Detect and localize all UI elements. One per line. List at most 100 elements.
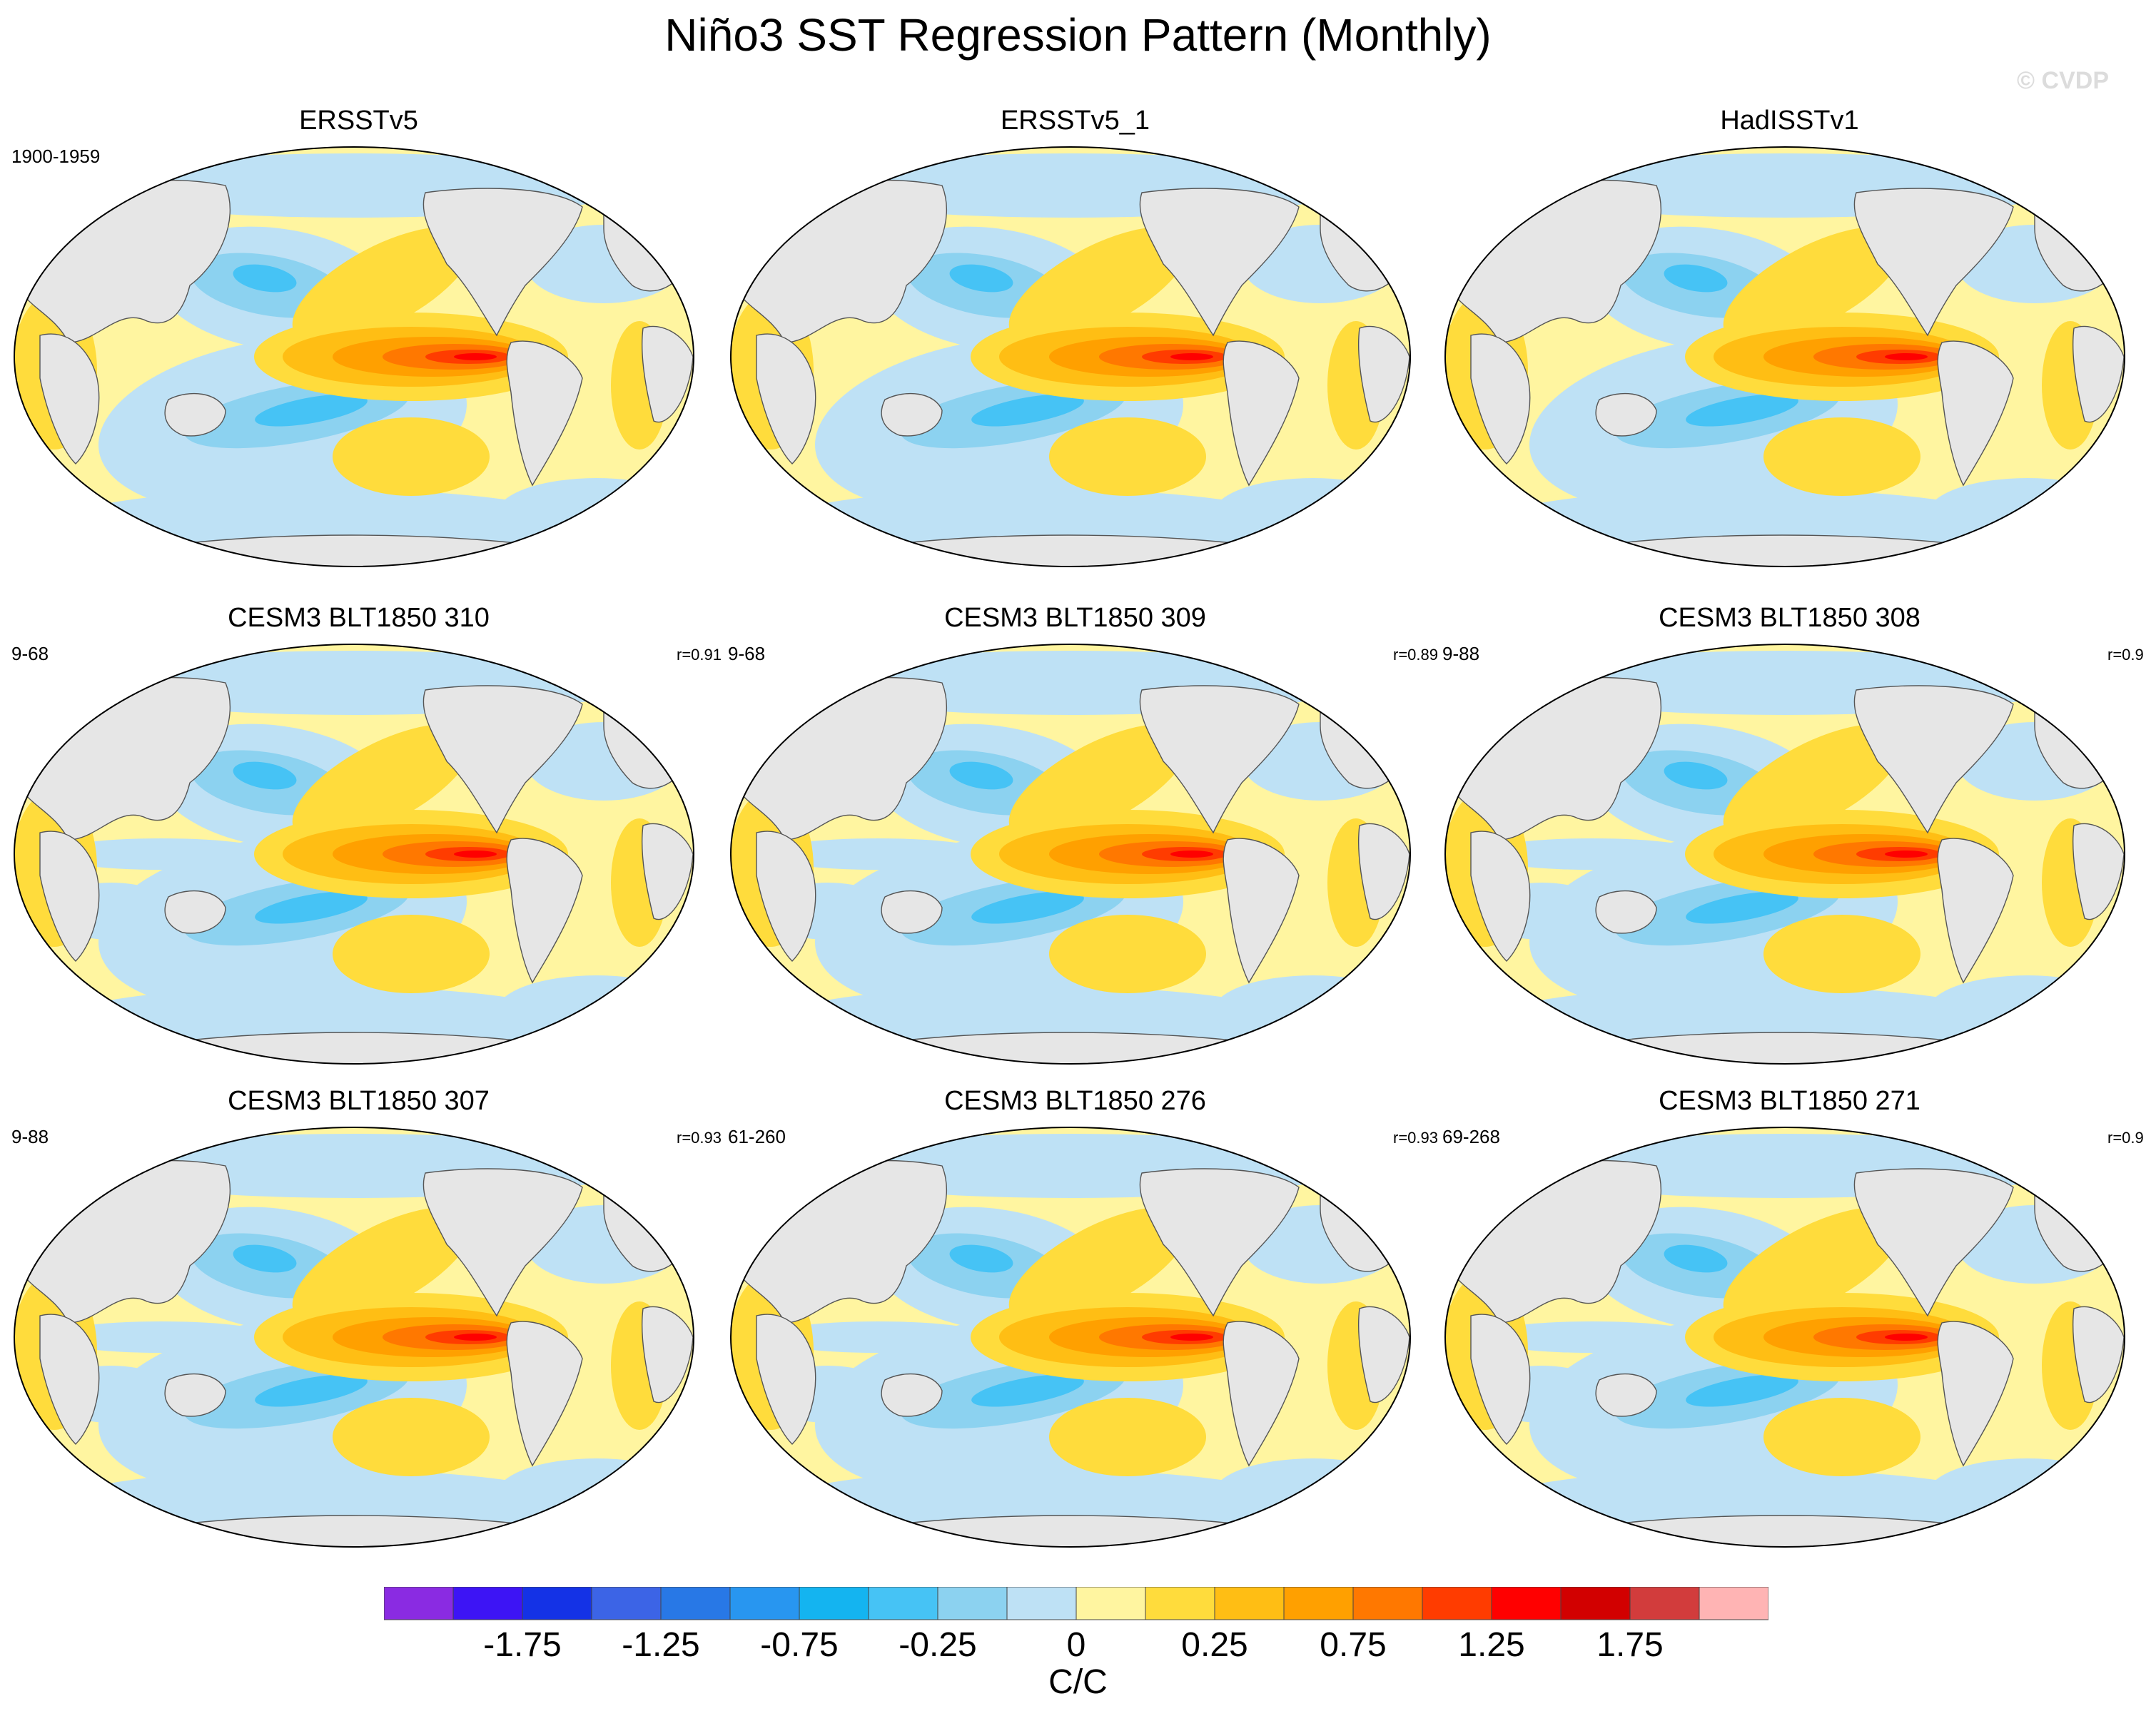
map-outline bbox=[14, 644, 694, 1065]
map-outline bbox=[1444, 1127, 2125, 1548]
land-east-africa bbox=[1357, 325, 1410, 423]
map-panel: HadISSTv1 bbox=[1431, 100, 2148, 585]
south-atlantic-negative bbox=[1213, 1458, 1410, 1530]
south-atlantic-negative bbox=[1928, 975, 2125, 1047]
colorbar-swatch bbox=[1352, 1587, 1423, 1620]
north-pacific-inner bbox=[949, 264, 1013, 293]
map-outline bbox=[14, 146, 694, 567]
land-australia bbox=[881, 890, 943, 934]
land-south-america bbox=[1223, 1321, 1300, 1467]
land-south-america bbox=[1937, 340, 2014, 487]
period-label: 9-68 bbox=[11, 643, 49, 664]
map-outline bbox=[730, 644, 1411, 1065]
panel-title: ERSSTv5_1 bbox=[1000, 106, 1150, 136]
north-arm bbox=[1723, 1207, 1904, 1324]
south-atlantic-negative bbox=[1213, 975, 1410, 1047]
colorbar-swatch bbox=[1422, 1587, 1492, 1620]
colorbar-swatch bbox=[1214, 1587, 1285, 1620]
period-label: 9-68 bbox=[728, 643, 766, 664]
colorbar bbox=[384, 1587, 1768, 1620]
land-south-america bbox=[506, 1321, 583, 1467]
sst-field bbox=[731, 147, 1410, 567]
land-africa bbox=[1470, 1314, 1531, 1445]
world-map bbox=[1444, 644, 2125, 1065]
north-pacific-inner bbox=[1664, 1244, 1728, 1273]
indian-ocean-band bbox=[47, 838, 275, 870]
world-map bbox=[1444, 1127, 2125, 1548]
north-arm bbox=[292, 724, 473, 841]
panel-title: CESM3 BLT1850 310 bbox=[228, 603, 490, 633]
colorbar-swatch bbox=[1006, 1587, 1077, 1620]
land-australia bbox=[881, 392, 943, 437]
land-antarctica bbox=[103, 1032, 604, 1064]
world-map bbox=[14, 146, 694, 567]
map-panel: CESM3 BLT1850 307 9-88 r=0.93 bbox=[0, 1080, 722, 1565]
land-africa bbox=[39, 333, 100, 464]
south-pacific-inner bbox=[255, 891, 368, 924]
map-outline bbox=[1444, 146, 2125, 567]
land-north-america bbox=[1139, 685, 1300, 834]
south-warm-patch bbox=[1049, 417, 1206, 496]
north-pacific-inner bbox=[1664, 264, 1728, 293]
nino-core bbox=[454, 353, 497, 360]
panel-title: CESM3 BLT1850 271 bbox=[1659, 1086, 1920, 1116]
colorbar-swatch bbox=[591, 1587, 662, 1620]
north-pacific-inner bbox=[233, 264, 297, 293]
indian-ocean-band bbox=[764, 1321, 992, 1353]
land-australia bbox=[164, 1373, 226, 1417]
land-antarctica bbox=[103, 534, 604, 567]
land-africa bbox=[1470, 831, 1531, 962]
south-atlantic-negative bbox=[1928, 1458, 2125, 1530]
colorbar-tick-label: 0 bbox=[1066, 1626, 1086, 1664]
land-africa bbox=[1470, 333, 1531, 464]
world-map bbox=[14, 1127, 694, 1548]
sst-field bbox=[14, 1127, 694, 1547]
land-north-america bbox=[422, 685, 583, 834]
colorbar-swatch bbox=[522, 1587, 592, 1620]
map-panel: ERSSTv5 1900-1959 bbox=[0, 100, 717, 585]
north-pacific-inner bbox=[233, 761, 297, 790]
pattern-correlation: r=0.93 bbox=[677, 1129, 722, 1147]
map-panel: CESM3 BLT1850 309 9-68 r=0.89 bbox=[717, 597, 1438, 1082]
nino-core bbox=[1885, 1334, 1928, 1341]
map-outline bbox=[1444, 644, 2125, 1065]
colorbar-swatch bbox=[1560, 1587, 1631, 1620]
panel-title: CESM3 BLT1850 307 bbox=[228, 1086, 490, 1116]
land-east-africa bbox=[1357, 1306, 1410, 1403]
land-africa bbox=[39, 1314, 100, 1445]
colorbar-swatch bbox=[384, 1587, 454, 1620]
colorbar-tick-label: 1.75 bbox=[1596, 1626, 1664, 1664]
south-pacific-inner bbox=[255, 1374, 368, 1407]
south-atlantic-negative bbox=[497, 478, 694, 549]
land-south-america bbox=[1223, 838, 1300, 984]
land-australia bbox=[1595, 890, 1657, 934]
south-pacific-inner bbox=[971, 891, 1084, 924]
world-map bbox=[1444, 146, 2125, 567]
world-map bbox=[730, 1127, 1411, 1548]
land-antarctica bbox=[103, 1515, 604, 1547]
period-label: 9-88 bbox=[1442, 643, 1480, 664]
map-panel: CESM3 BLT1850 271 69-268 r=0.9 bbox=[1431, 1080, 2148, 1565]
panel-title: HadISSTv1 bbox=[1720, 106, 1859, 136]
south-warm-patch bbox=[333, 417, 490, 496]
land-antarctica bbox=[820, 1515, 1321, 1547]
land-antarctica bbox=[820, 534, 1321, 567]
land-australia bbox=[1595, 1373, 1657, 1417]
land-east-africa bbox=[641, 1306, 694, 1403]
land-south-america bbox=[506, 340, 583, 487]
land-australia bbox=[164, 890, 226, 934]
panel-title: CESM3 BLT1850 308 bbox=[1659, 603, 1920, 633]
land-antarctica bbox=[1534, 1515, 2035, 1547]
land-australia bbox=[1595, 392, 1657, 437]
pattern-correlation: r=0.91 bbox=[677, 646, 722, 664]
map-panel: CESM3 BLT1850 276 61-260 r=0.93 bbox=[717, 1080, 1438, 1565]
watermark: © CVDP bbox=[2017, 67, 2109, 94]
indian-ocean-band bbox=[1478, 1321, 1706, 1353]
south-pacific-inner bbox=[971, 1374, 1084, 1407]
north-pacific-inner bbox=[949, 1244, 1013, 1273]
pattern-correlation: r=0.89 bbox=[1393, 646, 1438, 664]
nino-core bbox=[1885, 851, 1928, 858]
land-south-america bbox=[1937, 838, 2014, 984]
south-atlantic-negative bbox=[1928, 478, 2125, 549]
nino-core bbox=[1170, 851, 1213, 858]
